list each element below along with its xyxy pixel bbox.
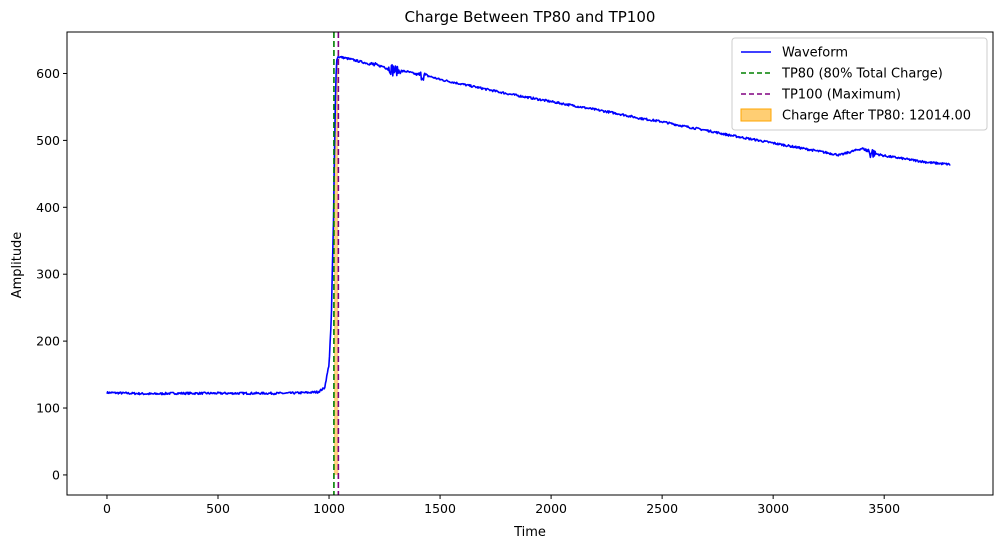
x-tick-label-2500: 2500 — [646, 501, 678, 516]
y-tick-label-100: 100 — [36, 401, 60, 416]
legend-0-label: Waveform — [782, 46, 848, 61]
legend-3-swatch — [740, 108, 772, 122]
x-tick-label-0: 0 — [103, 501, 111, 516]
y-axis-label: Amplitude — [10, 232, 25, 299]
plot-frame — [66, 31, 994, 496]
legend-3-label: Charge After TP80: 12014.00 — [782, 109, 971, 124]
x-tick-label-1000: 1000 — [313, 501, 345, 516]
legend-2-label: TP100 (Maximum) — [781, 88, 901, 103]
y-tick-label-600: 600 — [36, 66, 60, 81]
legend-box — [731, 37, 988, 131]
x-tick-label-2000: 2000 — [535, 501, 567, 516]
y-tick-label-0: 0 — [52, 467, 60, 482]
legend-1-label: TP80 (80% Total Charge) — [781, 67, 943, 82]
y-tick-label-300: 300 — [36, 267, 60, 282]
x-tick-label-1500: 1500 — [424, 501, 456, 516]
x-tick-label-3000: 3000 — [757, 501, 789, 516]
y-tick-label-400: 400 — [36, 200, 60, 215]
y-tick-label-500: 500 — [36, 133, 60, 148]
waveform-line — [106, 55, 951, 396]
x-tick-label-500: 500 — [206, 501, 230, 516]
y-tick-label-200: 200 — [36, 334, 60, 349]
x-axis-label: Time — [513, 525, 546, 540]
chart-title: Charge Between TP80 and TP100 — [405, 8, 656, 26]
legend: Waveform TP80 (80% Total Charge) TP100 (Ma… — [731, 37, 988, 131]
x-tick-label-3500: 3500 — [868, 501, 900, 516]
